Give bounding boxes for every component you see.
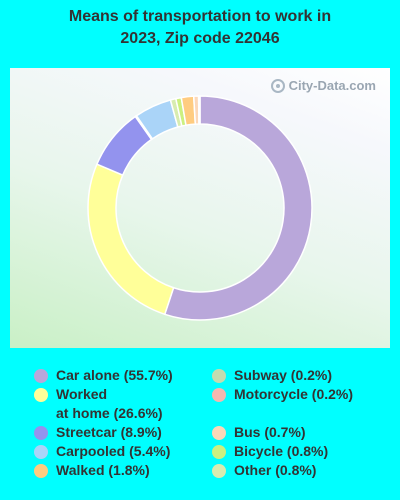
watermark-text: City-Data.com (288, 78, 376, 93)
legend-label: Worked (56, 386, 108, 402)
legend-label: Bus (0.7%) (234, 424, 306, 440)
legend-swatch (212, 464, 226, 478)
legend-label: Other (0.8%) (234, 462, 317, 478)
legend-swatch (212, 369, 226, 383)
legend-label: Bicycle (0.8%) (234, 443, 329, 459)
legend-item-other: Other (0.8%) (212, 461, 353, 480)
legend-label: at home (26.6%) (56, 405, 163, 421)
legend-item-carpooled: Carpooled (5.4%) (34, 442, 173, 461)
legend-swatch (34, 464, 48, 478)
legend-label: Car alone (55.7%) (56, 367, 173, 383)
legend: Car alone (55.7%) Worked at home (26.6%) St… (0, 360, 400, 500)
legend-column-right: Subway (0.2%) Motorcycle (0.2%) Bus (0.7%)… (212, 366, 353, 480)
legend-item-streetcar: Streetcar (8.9%) (34, 423, 173, 442)
legend-swatch (212, 426, 226, 440)
legend-swatch (212, 388, 226, 402)
legend-item-worked-at-home: Worked at home (26.6%) (34, 385, 173, 423)
legend-swatch (34, 445, 48, 459)
chart-title-line2: 2023, Zip code 22046 (120, 30, 280, 47)
legend-label: Subway (0.2%) (234, 367, 333, 383)
donut-slice-worked-at-home (87, 163, 175, 316)
legend-label: Carpooled (5.4%) (56, 443, 171, 459)
legend-swatch (34, 388, 48, 402)
legend-column-left: Car alone (55.7%) Worked at home (26.6%) St… (34, 366, 173, 480)
donut-chart (87, 95, 313, 321)
legend-label: Streetcar (8.9%) (56, 424, 162, 440)
donut-slice-subway (197, 95, 201, 125)
legend-item-bicycle: Bicycle (0.8%) (212, 442, 353, 461)
watermark: City-Data.com (270, 78, 376, 93)
chart-title-line1: Means of transportation to work in (68, 8, 332, 25)
legend-swatch (34, 426, 48, 440)
legend-item-bus: Bus (0.7%) (212, 423, 353, 442)
donut-slice-car-alone (163, 95, 313, 321)
legend-item-subway: Subway (0.2%) (212, 366, 353, 385)
legend-label: Motorcycle (0.2%) (234, 386, 354, 402)
city-data-logo-icon (270, 78, 285, 93)
legend-item-motorcycle: Motorcycle (0.2%) (212, 385, 353, 404)
legend-swatch (34, 369, 48, 383)
plot-area: City-Data.com (10, 68, 390, 348)
legend-item-walked: Walked (1.8%) (34, 461, 173, 480)
legend-item-car-alone: Car alone (55.7%) (34, 366, 173, 385)
chart-title: Means of transportation to work in 2023,… (0, 6, 400, 50)
legend-label: Walked (1.8%) (56, 462, 150, 478)
legend-swatch (212, 445, 226, 459)
